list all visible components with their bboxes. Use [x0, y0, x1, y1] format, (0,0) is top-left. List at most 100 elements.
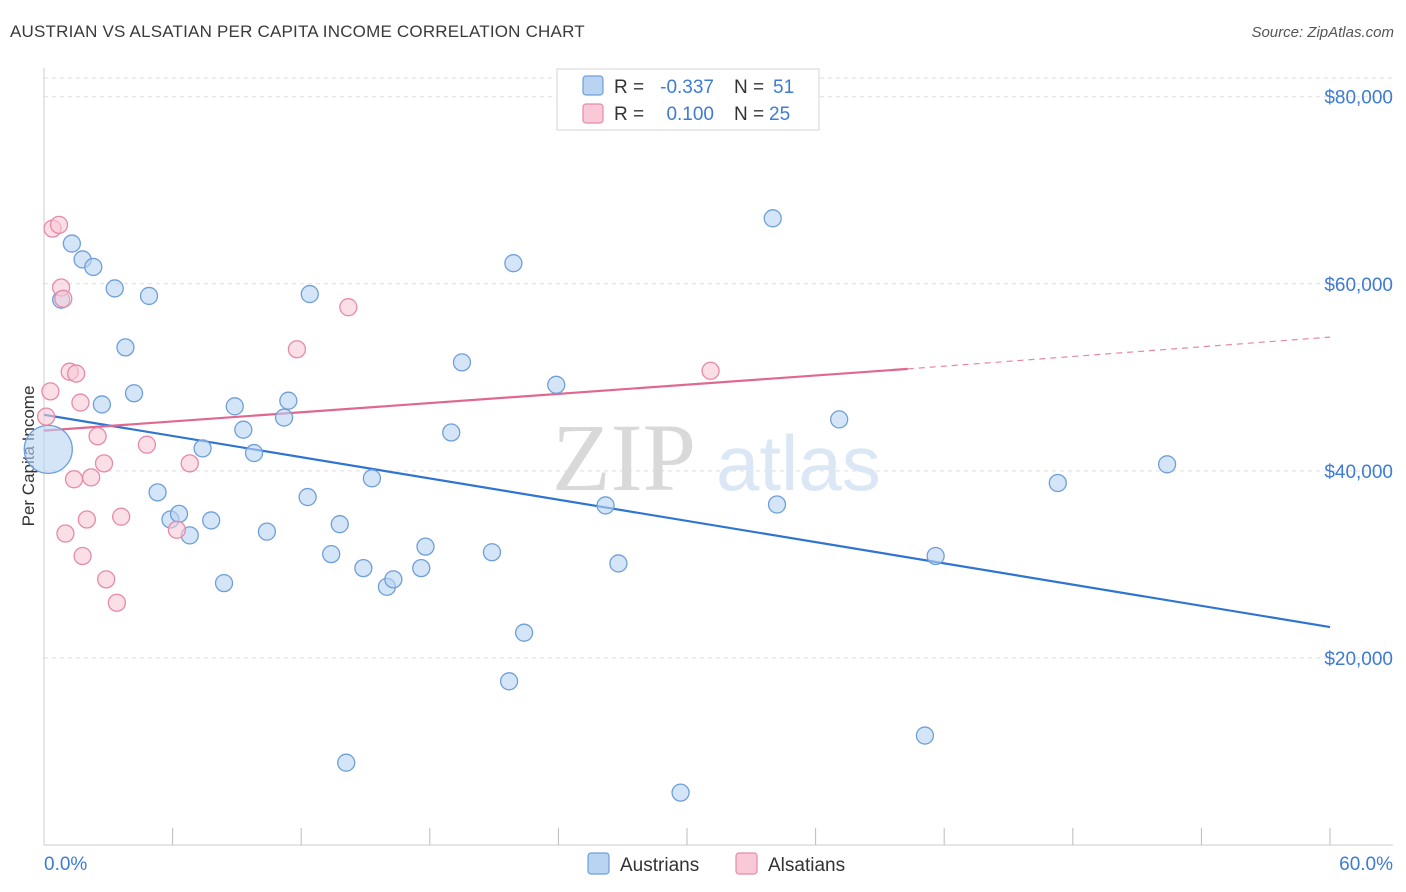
- source-label: Source: ZipAtlas.com: [1251, 24, 1394, 41]
- legend-bottom-label-alsatians: Alsatians: [768, 855, 845, 876]
- austrians-point: [596, 496, 615, 515]
- austrians-point: [234, 420, 253, 439]
- legend-n-label: N =: [734, 77, 764, 98]
- alsatians-point: [71, 393, 90, 412]
- austrians-point: [830, 410, 849, 429]
- legend-bottom: Austrians Alsatians: [587, 852, 845, 876]
- austrians-point: [225, 397, 244, 416]
- alsatians-point: [54, 289, 73, 308]
- austrians-point: [244, 443, 264, 463]
- alsatians-point: [73, 546, 92, 566]
- alsatians-point: [41, 382, 60, 401]
- austrians-point: [1157, 455, 1177, 474]
- data-points: [23, 209, 1177, 802]
- alsatians-point: [67, 364, 86, 383]
- alsatians-point: [287, 340, 307, 359]
- legend-n-value: 51: [773, 77, 794, 98]
- alsatians-point: [94, 454, 114, 473]
- austrians-point: [23, 424, 73, 474]
- austrians-point: [915, 726, 935, 745]
- alsatians-point: [167, 520, 187, 539]
- austrians-point: [330, 515, 349, 534]
- austrians-point: [193, 439, 212, 458]
- y-tick-label: $20,000: [1324, 649, 1393, 670]
- austrians-point: [354, 558, 373, 578]
- y-tick-label: $60,000: [1324, 275, 1393, 296]
- y-tick-label: $80,000: [1324, 88, 1393, 109]
- watermark: ZIP atlas: [552, 404, 881, 511]
- legend-bottom-label-austrians: Austrians: [620, 855, 699, 876]
- austrians-point: [124, 384, 144, 403]
- alsatians-point: [339, 298, 358, 317]
- alsatians-point: [88, 427, 107, 446]
- austrians-point: [322, 544, 341, 564]
- austrians-point: [362, 469, 382, 488]
- alsatians-trend-line: [43, 367, 908, 432]
- axes: $20,000 $40,000 $60,000 $80,000 0.0% 60.0%: [43, 68, 1393, 875]
- alsatians-point: [36, 407, 56, 426]
- legend-n-value: 25: [769, 104, 790, 125]
- alsatians-point: [97, 570, 116, 589]
- austrians-point: [298, 487, 317, 507]
- legend-bottom-swatch-alsatians: [735, 852, 758, 875]
- legend-r-label: R =: [614, 77, 644, 98]
- austrians-point: [412, 558, 431, 578]
- austrians-point: [169, 504, 189, 524]
- austrians-point: [257, 522, 277, 541]
- austrians-point: [452, 353, 472, 372]
- austrians-point: [767, 495, 787, 514]
- alsatians-point: [701, 361, 720, 380]
- alsatians-trend-extrapolation: [907, 336, 1331, 370]
- legend-top: R = -0.337 N = 51 R = 0.100 N = 25: [556, 68, 820, 131]
- austrians-point: [105, 279, 124, 298]
- austrians-point: [148, 483, 167, 502]
- austrians-point: [62, 234, 82, 253]
- austrians-point: [116, 338, 135, 357]
- austrians-point: [609, 554, 628, 573]
- austrians-point: [84, 257, 103, 277]
- legend-swatch-austrians: [582, 75, 604, 96]
- legend-swatch-alsatians: [582, 103, 604, 124]
- x-tick-label: 0.0%: [44, 854, 87, 875]
- austrians-point: [139, 286, 159, 306]
- austrians-point: [763, 209, 782, 228]
- austrians-point: [442, 423, 461, 442]
- legend-n-label: N =: [734, 104, 764, 125]
- legend-bottom-swatch-austrians: [587, 852, 610, 875]
- alsatians-point: [64, 470, 84, 489]
- alsatians-point: [112, 507, 131, 526]
- austrians-point: [92, 395, 112, 414]
- austrians-point: [202, 511, 221, 530]
- alsatians-point: [107, 593, 127, 612]
- austrians-point: [337, 753, 356, 772]
- chart-title: AUSTRIAN VS ALSATIAN PER CAPITA INCOME C…: [10, 22, 585, 41]
- austrians-point: [514, 623, 534, 642]
- alsatians-point: [180, 454, 199, 473]
- legend-r-value: 0.100: [666, 104, 714, 125]
- austrians-point: [504, 254, 523, 273]
- austrians-point: [482, 543, 502, 562]
- austrians-point: [671, 783, 690, 802]
- legend-r-value: -0.337: [660, 77, 714, 98]
- alsatians-point: [49, 215, 69, 235]
- watermark-zip: ZIP: [552, 404, 696, 511]
- watermark-atlas: atlas: [716, 419, 881, 507]
- y-tick-label: $40,000: [1324, 462, 1393, 483]
- austrians-point: [214, 573, 234, 593]
- austrians-point: [300, 284, 319, 304]
- austrians-point: [279, 391, 298, 410]
- austrians-point: [384, 570, 403, 589]
- austrians-point: [274, 408, 294, 427]
- austrians-point: [547, 375, 566, 394]
- legend-r-label: R =: [614, 104, 644, 125]
- alsatians-point: [77, 510, 97, 529]
- austrians-point: [499, 672, 519, 691]
- alsatians-point: [137, 435, 157, 454]
- x-tick-label: 60.0%: [1339, 854, 1393, 875]
- austrians-point: [416, 537, 435, 556]
- alsatians-point: [82, 468, 101, 487]
- alsatians-point: [56, 524, 75, 543]
- austrians-point: [926, 546, 945, 566]
- austrians-point: [1048, 473, 1067, 493]
